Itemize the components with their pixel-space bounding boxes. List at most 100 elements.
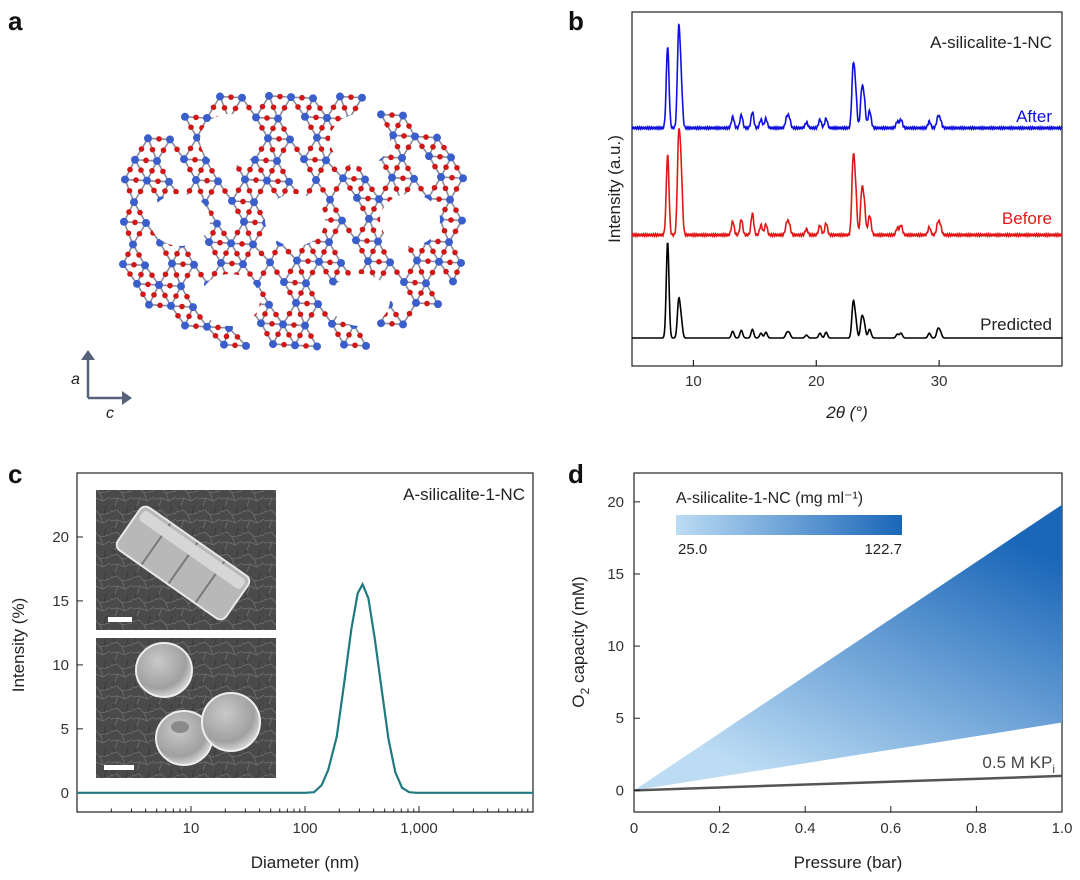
silicon-atom [302,279,310,288]
oxygen-atom [127,166,133,173]
oxygen-atom [198,271,204,278]
oxygen-atom [418,269,425,275]
oxygen-atom [157,302,163,309]
silicon-atom [362,341,370,350]
oxygen-atom [406,310,413,317]
silicon-atom [144,134,152,143]
oxygen-atom [222,188,228,194]
colorbar-gradient [676,515,902,535]
colorbar-max-label: 122.7 [864,541,902,558]
oxygen-atom [223,250,229,256]
oxygen-atom [281,341,287,348]
oxygen-atom [394,165,400,171]
silicon-atom [446,195,454,204]
oxygen-atom [143,157,149,164]
silicon-atom [312,176,320,185]
panel-letter-c: c [8,459,22,489]
sem-particle-1 [135,642,193,698]
oxygen-atom [429,269,436,276]
silicon-atom [433,133,441,142]
capacity-y-tick-label: 0 [616,782,624,799]
oxygen-atom [307,166,313,173]
axis-a-label: a [71,371,80,388]
dls-ticks: 10 100 1,000 0 5 10 15 20 [52,529,529,837]
oxygen-atom [292,279,298,286]
oxygen-atom [380,270,387,276]
silicon-atom [251,155,259,164]
oxygen-atom [352,342,358,349]
oxygen-atom [407,268,414,275]
silicon-atom [449,277,457,286]
silicon-atom [143,176,151,185]
oxygen-atom [443,268,449,275]
silicon-atom [445,238,453,247]
oxygen-atom [389,321,395,327]
silicon-atom [447,153,455,162]
oxygen-atom [184,293,190,300]
silicon-atom [287,93,295,102]
oxygen-atom [454,269,460,276]
oxygen-atom [405,144,412,151]
oxygen-atom [210,104,217,111]
oxygen-atom [297,332,303,339]
sem-rod-crystal [115,505,251,621]
oxygen-atom [125,251,131,258]
framework-pore [265,194,325,246]
oxygen-atom [160,168,166,175]
oxygen-atom [208,210,214,216]
oxygen-atom [269,168,275,174]
oxygen-atom [358,269,365,275]
oxygen-atom [277,93,283,100]
silicon-atom [216,92,224,101]
oxygen-atom [269,146,276,153]
silicon-atom [336,92,344,101]
oxygen-atom [186,313,192,320]
oxygen-atom [258,146,265,152]
oxygen-atom [388,154,394,161]
oxygen-atom [272,249,278,256]
oxygen-atom [448,217,454,223]
oxygen-atom [327,259,333,266]
oxygen-atom [209,168,215,174]
oxygen-atom [173,272,180,278]
silicon-atom [375,195,383,204]
silicon-atom [265,300,273,309]
oxygen-atom [291,322,297,328]
silicon-atom [263,176,271,185]
dls-title: A-silicalite-1-NC [403,485,525,504]
oxygen-atom [270,104,277,111]
oxygen-atom [151,187,157,194]
oxygen-atom [180,261,186,267]
silicon-atom [361,175,369,184]
scale-bar-bottom [104,765,134,770]
silicon-atom [399,320,407,329]
oxygen-atom [223,333,230,340]
oxygen-atom [332,249,338,256]
capacity-x-tick-label: 0.8 [966,820,987,837]
capacity-y-tick-label: 10 [607,638,624,655]
silicon-atom [120,217,128,226]
oxygen-atom [185,251,191,258]
oxygen-atom [325,135,331,142]
xrd-pattern-after [631,23,1063,132]
silicon-atom [240,217,248,226]
silicon-atom [145,300,153,309]
oxygen-atom [335,331,341,338]
oxygen-atom [197,188,204,195]
oxygen-atom [346,227,352,234]
oxygen-atom [162,271,169,278]
silicon-atom [398,153,406,162]
framework-pore [380,194,440,246]
oxygen-atom [252,219,258,226]
silicon-atom [228,196,236,205]
oxygen-atom [323,268,329,275]
dls-y-tick-label: 0 [61,785,69,802]
silicon-atom [377,110,385,119]
oxygen-atom [442,185,449,192]
oxygen-atom [400,175,406,182]
silicon-atom [389,131,397,140]
oxygen-atom [126,209,132,215]
silicon-atom [293,256,301,265]
silicon-atom [217,258,225,267]
oxygen-atom [275,178,281,185]
